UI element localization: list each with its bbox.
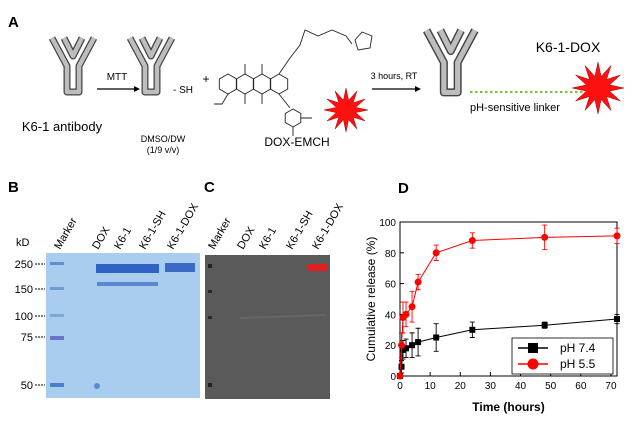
y-tick-label: 60 xyxy=(385,280,397,291)
ladder-label: 250 xyxy=(15,259,33,271)
ratio: (1/9 v/v) xyxy=(147,145,180,155)
y-tick-label: 100 xyxy=(379,218,396,229)
gel-bands xyxy=(50,262,195,389)
linker-label: pH-sensitive linker xyxy=(470,102,560,114)
data-point xyxy=(468,236,476,244)
x-tick-label: 40 xyxy=(515,381,527,392)
x-tick-label: 70 xyxy=(605,381,617,392)
data-point xyxy=(414,278,422,286)
ladder-label: 50 xyxy=(21,380,33,392)
gel-bands xyxy=(208,264,327,387)
data-point xyxy=(541,322,548,329)
arrow-head xyxy=(415,86,421,92)
data-point xyxy=(408,303,416,311)
ladder-label: 75 xyxy=(21,332,33,344)
drug-star xyxy=(323,87,369,133)
antibody xyxy=(48,36,98,96)
data-point xyxy=(415,339,422,346)
data-point xyxy=(541,233,549,241)
y-tick-label: 80 xyxy=(385,249,397,260)
x-tick-label: 30 xyxy=(485,381,497,392)
data-point xyxy=(402,310,410,318)
data-point xyxy=(613,232,621,240)
data-point xyxy=(398,363,405,370)
drug-star xyxy=(571,61,625,115)
y-tick-label: 40 xyxy=(385,310,397,321)
condition: 3 hours, RT xyxy=(371,71,418,81)
legend-marker xyxy=(527,358,539,370)
x-tick-label: 60 xyxy=(575,381,587,392)
data-point xyxy=(433,334,440,341)
y-axis-title: Cumulative release (%) xyxy=(364,237,378,362)
data-point xyxy=(409,342,416,349)
x-tick-label: 0 xyxy=(397,381,403,392)
bonds xyxy=(214,29,373,136)
product-label: K6-1-DOX xyxy=(536,39,601,55)
y-tick-label: 20 xyxy=(385,341,397,352)
gel-image xyxy=(205,255,330,399)
y-tick-label: 0 xyxy=(390,372,396,383)
legend-label: pH 5.5 xyxy=(560,357,596,371)
plot-frame xyxy=(399,221,618,377)
drug-label: DOX-EMCH xyxy=(264,135,329,149)
unit: kD xyxy=(16,237,30,249)
panel-label: A xyxy=(8,14,19,31)
data-point xyxy=(398,341,406,349)
series-line xyxy=(399,235,618,377)
antibody xyxy=(126,36,176,96)
panel-label: C xyxy=(204,179,215,196)
antibody-body xyxy=(50,36,96,95)
x-tick-label: 50 xyxy=(545,381,557,392)
panel-label: D xyxy=(398,180,409,197)
plus: + xyxy=(202,72,209,86)
gel-image xyxy=(46,253,200,398)
x-tick-label: 20 xyxy=(455,381,467,392)
antibody-label: K6-1 antibody xyxy=(22,119,103,134)
x-axis-title: Time (hours) xyxy=(472,400,544,414)
antibody xyxy=(423,28,479,97)
panel-label: B xyxy=(8,179,19,196)
thiol-label: - SH xyxy=(173,85,193,96)
molecule xyxy=(214,29,373,136)
data-point xyxy=(403,345,410,352)
ladder-label: 100 xyxy=(15,311,33,323)
solvent: DMSO/DW xyxy=(141,134,186,144)
legend-label: pH 7.4 xyxy=(560,341,596,355)
reagent: MTT xyxy=(107,72,128,83)
antibody-body xyxy=(128,36,174,95)
data-point xyxy=(469,326,476,333)
ladder-label: 150 xyxy=(15,284,33,296)
legend-marker xyxy=(528,343,538,353)
data-point xyxy=(614,316,620,323)
data-point xyxy=(432,249,440,257)
x-tick-label: 10 xyxy=(425,381,437,392)
data-point xyxy=(400,346,407,353)
data-point xyxy=(396,372,404,380)
arrow-head xyxy=(134,86,140,92)
antibody-body xyxy=(424,29,478,95)
